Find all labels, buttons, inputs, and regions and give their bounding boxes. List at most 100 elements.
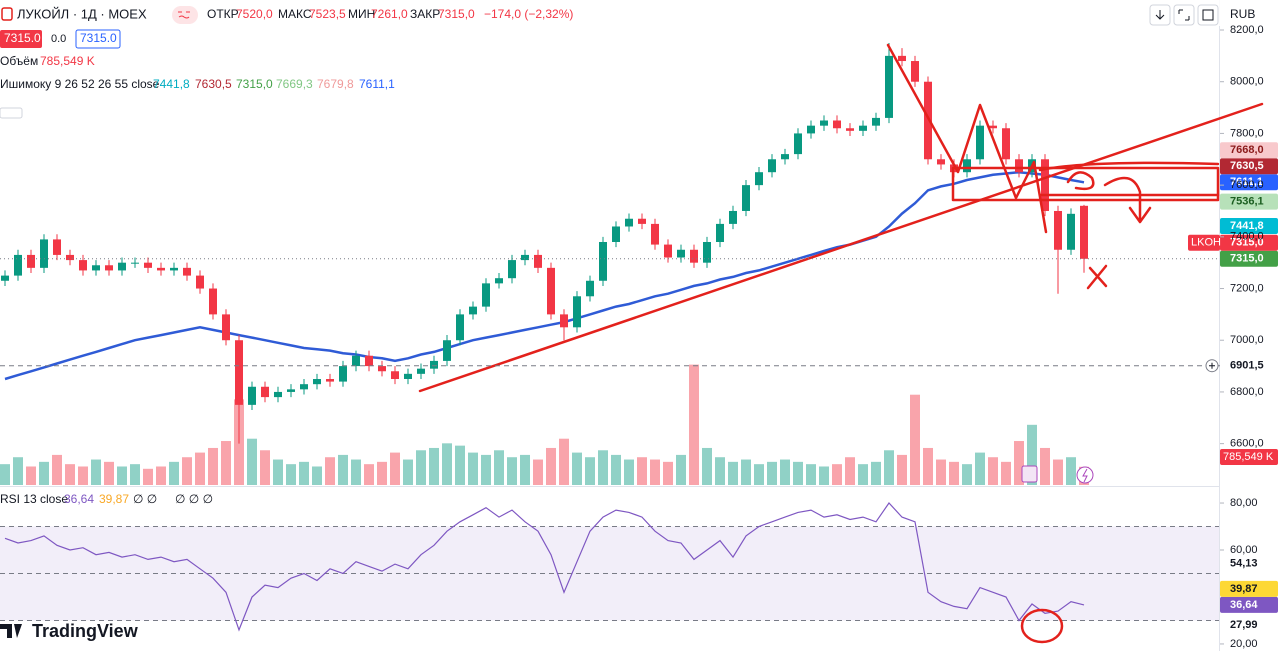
y-tick-label: 80,00 [1230,497,1258,509]
price-tag [1220,596,1278,613]
volume-bar [481,454,491,485]
volume-bar [468,452,478,485]
y-tick-label: 8200,0 [1230,24,1264,36]
rsi-legend: RSI 13 close [0,492,68,506]
arrow-drawing [1103,176,1152,224]
ichimoku-value: 7441,8 [153,77,190,91]
buy-box[interactable] [75,29,121,49]
volume-bar [871,461,881,485]
user-drawings [418,43,1264,644]
price-tag-label: 7668,0 [1230,144,1264,156]
layout-icon [1202,9,1214,21]
volume-bar [325,457,335,485]
volume-bar [1014,441,1024,485]
volume-bar [455,445,465,485]
price-change: −174,0 (−2,32%) [484,7,573,21]
candle-body [196,275,204,289]
volume-bar [1066,457,1076,485]
price-tag-label: 7441,8 [1230,220,1264,232]
ohlc-label: МИН [348,7,375,21]
symbol-title: ЛУКОЙЛ · 1Д · MOEX [17,6,147,21]
candle-body [911,61,919,82]
candle-body [209,288,217,315]
candle-body [14,254,22,276]
price-tag [1220,250,1278,267]
candle-body [1041,159,1049,211]
indicator-line [4,170,1085,381]
candle-body [222,314,230,341]
candle-body [404,373,412,380]
volume-bar [754,464,764,485]
candle-body [560,314,568,328]
ichimoku-value: 7630,5 [195,77,232,91]
download-button[interactable] [1149,4,1171,26]
volume-bar [26,466,36,485]
rsi-band-fill [0,526,1219,621]
y-tick-label: 7800,0 [1230,127,1264,139]
candle-body [313,379,321,385]
spread: 0.0 [51,33,66,45]
volume-bar [442,443,452,485]
range-box [951,166,1220,202]
volume-bar [598,450,608,485]
candle-body [1054,210,1062,250]
volume-bar [1040,447,1050,485]
volume-bar [793,461,803,485]
price-tag [1220,142,1278,159]
candle-body [144,262,152,268]
price-tag [1220,193,1278,210]
candle-body [508,260,516,279]
ichimoku-value: 7669,3 [276,77,313,91]
currency[interactable]: RUB [1230,7,1255,21]
candle-body [365,355,373,367]
price-tag-label: 39,87 [1230,583,1258,595]
y-tick-label: 7200,0 [1230,282,1264,294]
candle-body [391,371,399,380]
status-pill[interactable] [172,6,198,24]
rsi-legend-value: 36,64 [64,492,94,506]
layout-button[interactable] [1197,4,1219,26]
candle-body [352,355,360,367]
volume-bar [247,438,257,485]
volume-bar [169,461,179,485]
volume-bar [377,461,387,485]
price-tag-label: 7630,5 [1230,160,1264,172]
symbol-logo [1,7,13,21]
sell-box[interactable] [0,30,42,48]
watermark-logo [0,624,22,638]
ichimoku-value: 7679,8 [317,77,354,91]
price-tag [1220,218,1278,235]
volume-bar [364,464,374,485]
ichimoku-value: 7611,1 [359,77,395,91]
candle-body [729,210,737,224]
collapse-button[interactable] [0,107,23,119]
price-tag [1220,617,1278,634]
rsi-legend-value: 39,87 [99,492,129,506]
event-marker[interactable] [1076,466,1094,484]
volume-bar [767,461,777,485]
candle-body [417,368,425,374]
earnings-marker[interactable] [1021,465,1038,483]
candle-body [885,55,893,118]
y-tick-label: 60,00 [1230,544,1258,556]
axis-labels: 8200,0 8000,0 7800,0 7600,0 7400,0 7200,0 7000… [1220,24,1264,650]
candle-body [638,218,646,224]
volume-bar [611,454,621,485]
candle-body [599,241,607,281]
volume-bar [520,454,530,485]
volume-bar [949,461,959,485]
candle-body [612,226,620,242]
volume-bar [715,457,725,485]
plus-icon [1209,362,1215,369]
rsi-line [4,502,1085,632]
volume-bar [0,464,10,485]
rsi-circle [1020,608,1064,644]
buy-price: 7315.0 [80,31,117,45]
fullscreen-button[interactable] [1173,4,1195,26]
volume-bar [494,450,504,485]
volume-bar [13,457,23,485]
volume-bar [1053,459,1063,485]
plot-layer [0,42,1219,632]
candle-body [235,340,243,405]
